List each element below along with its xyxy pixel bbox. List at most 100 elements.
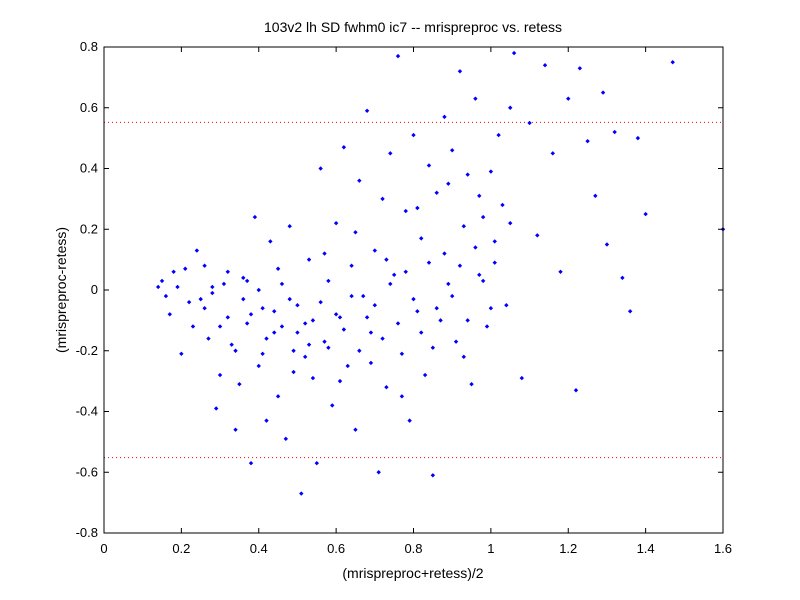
- data-point: [419, 236, 424, 241]
- y-tick-label: -0.4: [76, 404, 98, 419]
- data-point: [225, 315, 230, 320]
- data-point: [345, 363, 350, 369]
- x-tick-label: 1.6: [714, 541, 732, 556]
- data-point: [302, 354, 308, 360]
- data-point: [179, 351, 184, 356]
- data-point: [453, 339, 459, 344]
- data-point: [480, 278, 486, 284]
- data-point: [411, 132, 416, 138]
- data-point: [233, 348, 238, 353]
- data-point: [326, 278, 331, 284]
- data-point: [620, 275, 625, 281]
- data-point: [275, 266, 281, 271]
- data-point: [426, 260, 432, 265]
- data-point: [488, 169, 494, 174]
- data-point: [372, 302, 378, 308]
- data-point: [217, 324, 223, 329]
- data-point: [159, 278, 165, 284]
- data-point: [291, 369, 296, 375]
- data-point: [380, 196, 385, 202]
- data-point: [237, 381, 242, 387]
- data-point: [213, 406, 219, 411]
- data-point: [210, 284, 215, 290]
- data-point: [585, 138, 590, 144]
- data-point: [480, 214, 486, 220]
- data-point: [186, 299, 192, 305]
- data-point: [508, 105, 513, 110]
- y-tick-label: 0.2: [80, 221, 98, 236]
- data-point: [287, 224, 292, 229]
- data-point: [473, 96, 478, 101]
- data-point: [442, 251, 447, 256]
- data-point: [457, 263, 463, 268]
- data-point: [279, 324, 285, 329]
- data-point: [465, 318, 470, 323]
- data-point: [241, 296, 246, 302]
- data-point: [206, 336, 211, 341]
- data-point: [508, 220, 513, 226]
- data-point: [210, 290, 215, 296]
- data-point: [291, 348, 296, 353]
- data-point: [403, 208, 408, 214]
- data-point: [442, 114, 447, 120]
- data-point: [183, 266, 188, 271]
- data-point: [322, 339, 327, 344]
- y-tick-label: 0.8: [80, 39, 98, 54]
- data-point: [217, 372, 223, 378]
- data-point: [260, 306, 265, 311]
- data-point: [225, 269, 230, 274]
- data-point: [403, 269, 408, 274]
- data-point: [558, 269, 563, 274]
- data-point: [415, 309, 420, 314]
- data-point: [461, 224, 466, 229]
- data-point: [461, 354, 466, 360]
- data-point: [248, 460, 254, 466]
- data-point: [399, 394, 405, 399]
- data-point: [504, 302, 509, 308]
- data-point: [449, 148, 455, 153]
- data-point: [399, 351, 405, 356]
- data-point: [473, 245, 478, 250]
- data-point: [511, 50, 517, 56]
- data-point: [496, 132, 501, 138]
- data-point: [477, 193, 482, 199]
- data-point: [635, 135, 641, 141]
- data-point: [593, 193, 598, 199]
- data-point: [434, 190, 439, 195]
- data-point: [256, 287, 261, 293]
- data-point: [391, 272, 397, 278]
- data-point: [627, 309, 633, 314]
- data-point: [326, 345, 331, 350]
- scatter-points: [155, 50, 726, 496]
- data-point: [202, 306, 207, 311]
- data-point: [438, 318, 443, 323]
- data-point: [469, 381, 474, 387]
- data-point: [430, 473, 436, 478]
- data-point: [465, 172, 470, 177]
- data-point: [500, 202, 505, 208]
- data-point: [306, 257, 312, 262]
- x-tick-label: 0.4: [250, 541, 268, 556]
- data-point: [272, 309, 277, 314]
- data-point: [171, 269, 176, 274]
- x-axis-ticks: 0 0.2 0.4 0.6 0.8 1 1.2 1.4 1.6: [100, 47, 732, 556]
- data-point: [295, 302, 300, 308]
- data-point: [295, 330, 300, 335]
- data-point: [426, 163, 432, 168]
- data-point: [155, 284, 161, 290]
- x-tick-label: 0.6: [327, 541, 345, 556]
- data-point: [244, 321, 250, 326]
- data-point: [302, 321, 308, 326]
- data-point: [175, 284, 180, 290]
- data-point: [260, 351, 265, 356]
- data-point: [577, 66, 583, 71]
- y-tick-label: 0.6: [80, 100, 98, 115]
- data-point: [446, 281, 451, 287]
- data-point: [600, 90, 606, 95]
- data-point: [612, 129, 617, 135]
- data-point: [333, 220, 339, 226]
- x-tick-label: 0: [100, 541, 107, 556]
- data-point: [268, 239, 273, 244]
- data-point: [202, 263, 207, 268]
- data-point: [194, 248, 200, 253]
